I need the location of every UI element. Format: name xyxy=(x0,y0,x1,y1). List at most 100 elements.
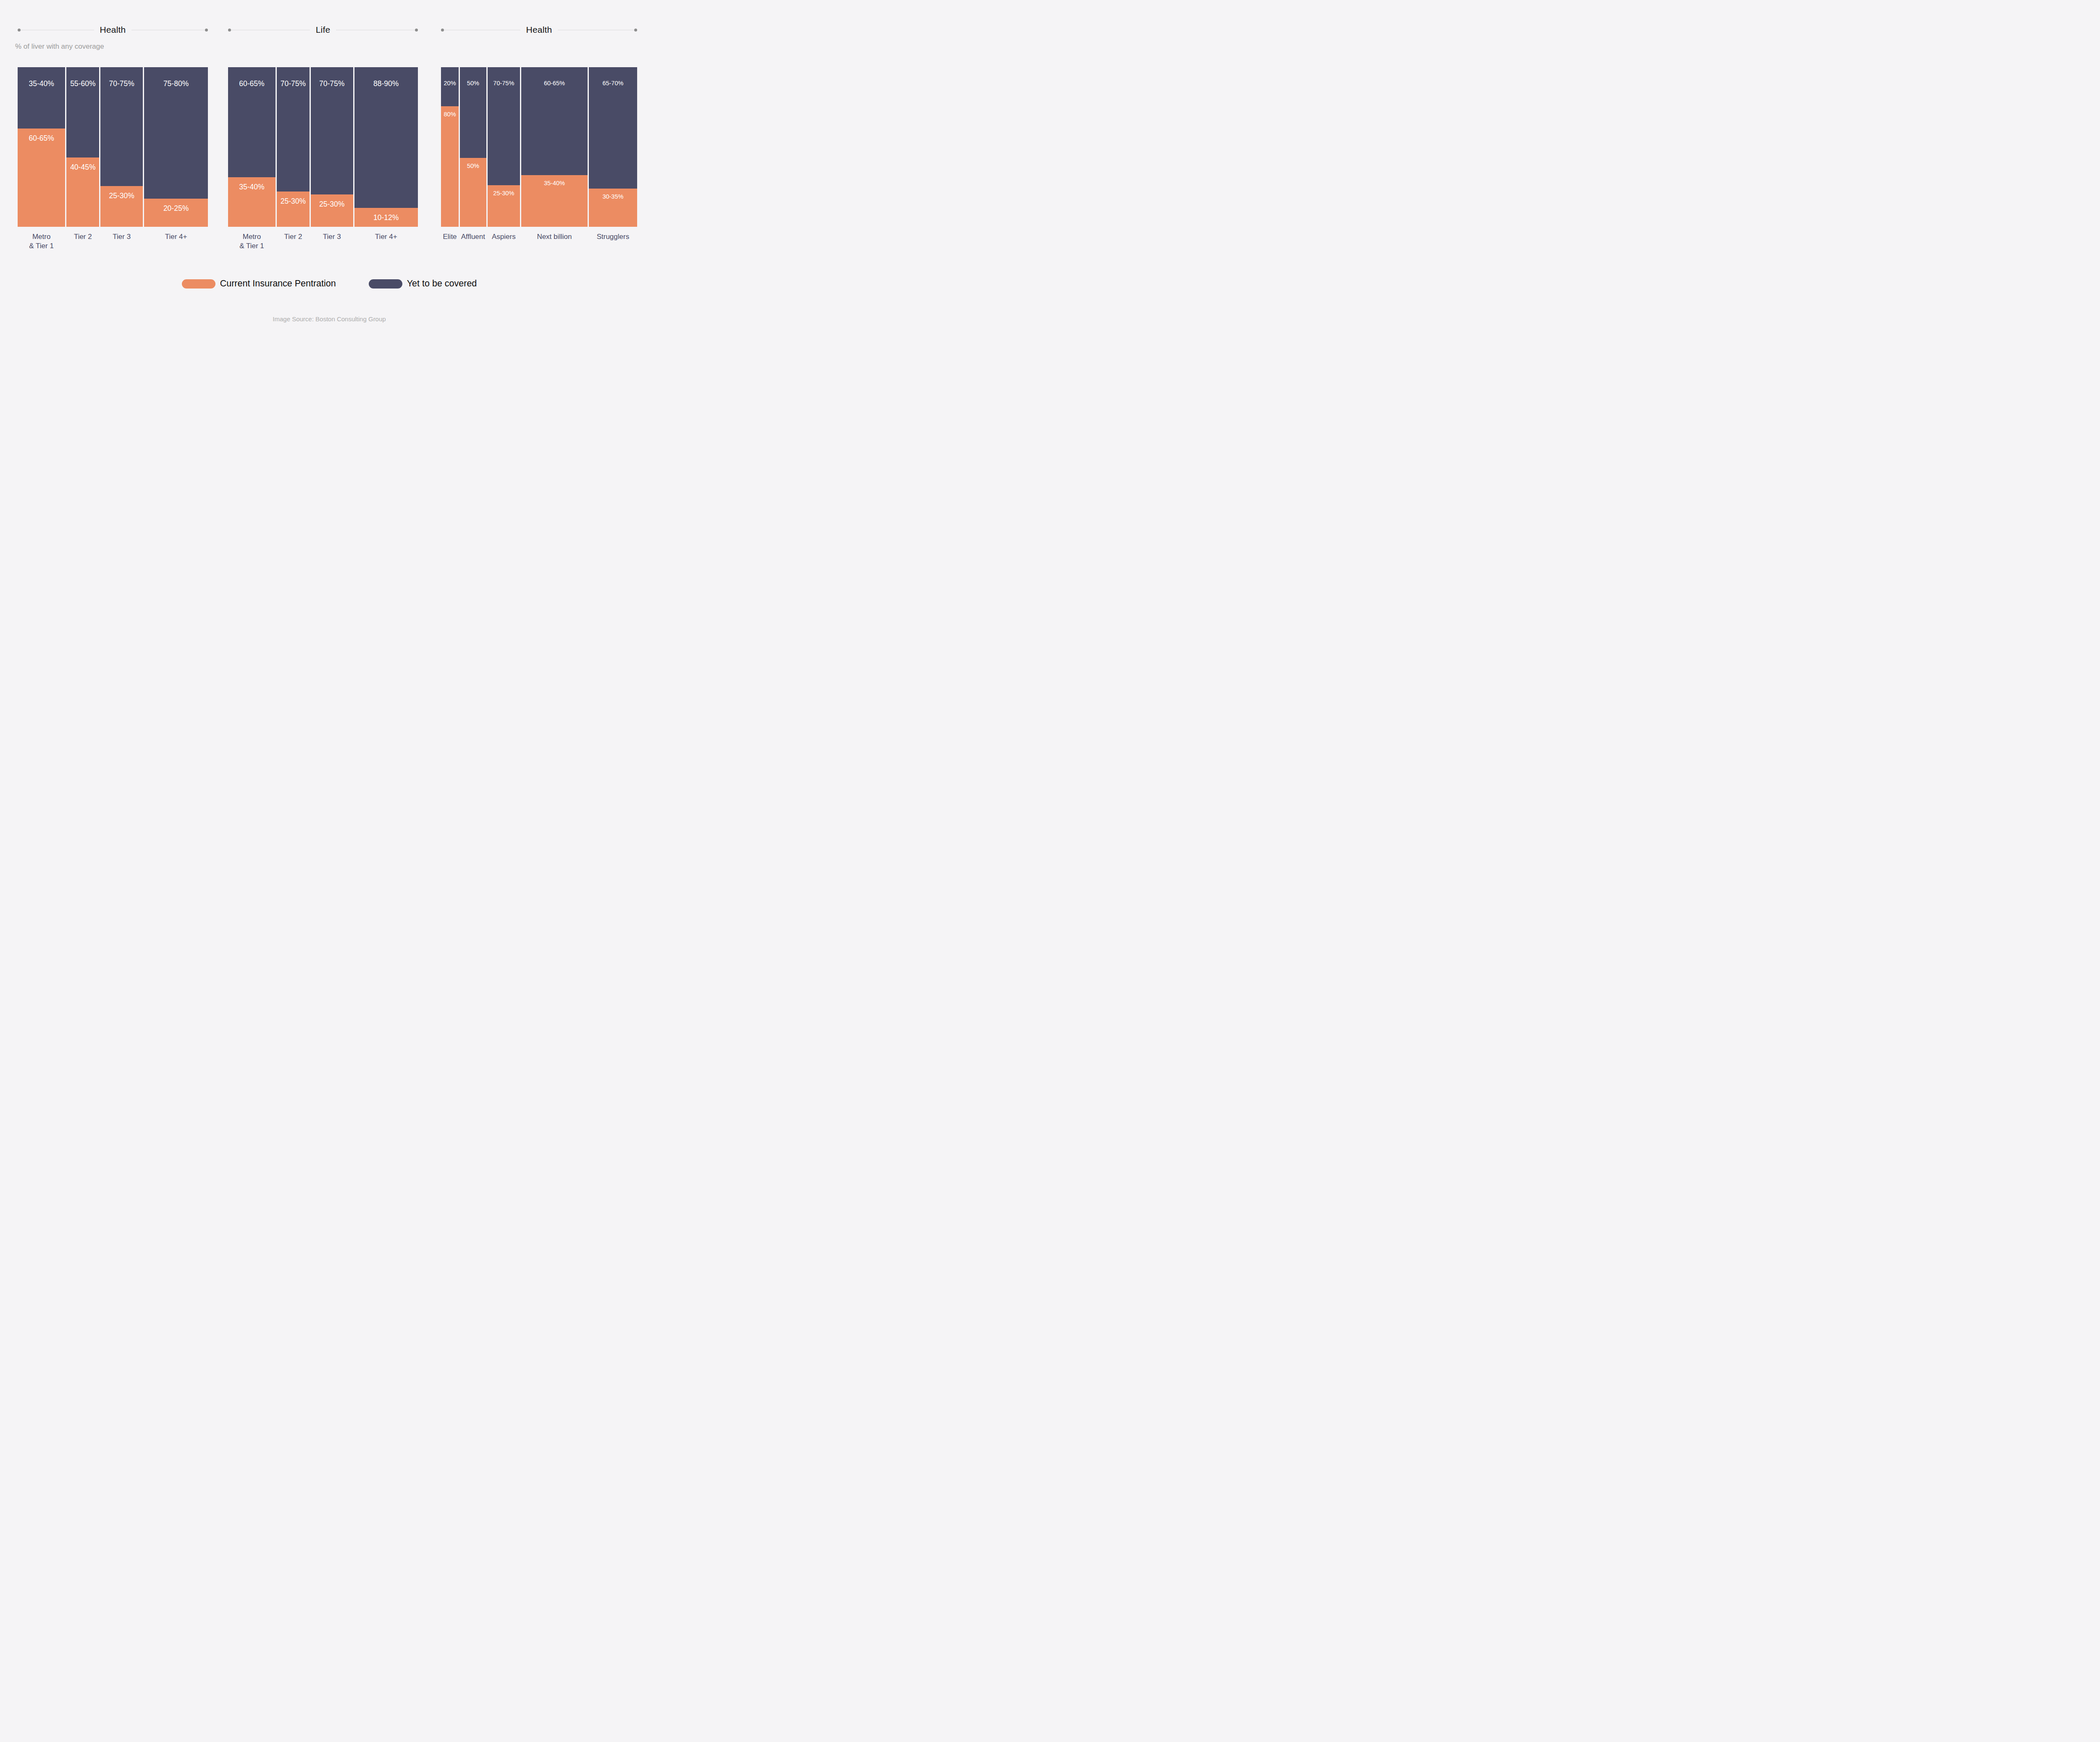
uncovered-segment: 70-75% xyxy=(311,67,353,194)
uncovered-segment: 60-65% xyxy=(521,67,588,175)
legend: Current Insurance Pentration Yet to be c… xyxy=(0,278,659,289)
covered-segment: 80% xyxy=(441,106,459,227)
legend-swatch-covered xyxy=(182,279,215,289)
covered-segment: 25-30% xyxy=(277,192,310,227)
bar-column: 70-75% 25-30% xyxy=(100,67,143,227)
covered-value-label: 50% xyxy=(460,163,486,170)
uncovered-segment: 20% xyxy=(441,67,459,106)
uncovered-segment: 88-90% xyxy=(354,67,418,208)
uncovered-value-label: 70-75% xyxy=(100,79,143,88)
covered-value-label: 25-30% xyxy=(311,200,353,208)
legend-label: Yet to be covered xyxy=(407,278,477,289)
covered-value-label: 35-40% xyxy=(228,183,276,191)
category-label: Metro & Tier 1 xyxy=(18,232,65,251)
covered-value-label: 30-35% xyxy=(589,193,637,200)
covered-value-label: 10-12% xyxy=(354,213,418,222)
bar-column: 60-65% 35-40% xyxy=(521,67,588,227)
legend-item-uncovered: Yet to be covered xyxy=(369,278,477,289)
panel-title-row: Health xyxy=(18,25,208,35)
uncovered-segment: 35-40% xyxy=(18,67,65,129)
panel-health-segments: Health 20%80%50%50%70-75%25-30%60-65%35-… xyxy=(441,25,637,260)
category-label: Tier 3 xyxy=(311,232,353,251)
category-axis: Metro & Tier 1Tier 2Tier 3Tier 4+ xyxy=(18,232,208,251)
panel-title: Life xyxy=(316,25,331,35)
covered-segment: 40-45% xyxy=(66,157,99,227)
bar-column: 88-90% 10-12% xyxy=(354,67,418,227)
uncovered-value-label: 20% xyxy=(441,80,459,87)
uncovered-value-label: 60-65% xyxy=(521,80,588,87)
line-endpoint-dot-icon xyxy=(205,29,208,31)
chart-subtitle: % of liver with any coverage xyxy=(15,42,104,51)
covered-value-label: 35-40% xyxy=(521,180,588,187)
uncovered-value-label: 70-75% xyxy=(488,80,520,87)
covered-segment: 10-12% xyxy=(354,208,418,227)
covered-value-label: 25-30% xyxy=(277,197,310,205)
covered-value-label: 40-45% xyxy=(66,163,99,171)
bar-column: 70-75% 25-30% xyxy=(488,67,520,227)
uncovered-segment: 55-60% xyxy=(66,67,99,157)
covered-segment: 20-25% xyxy=(144,199,208,227)
uncovered-value-label: 70-75% xyxy=(277,79,310,88)
covered-value-label: 25-30% xyxy=(100,192,143,200)
uncovered-value-label: 70-75% xyxy=(311,79,353,88)
bar-column: 60-65% 35-40% xyxy=(228,67,276,227)
covered-value-label: 80% xyxy=(441,111,459,118)
category-axis: Metro & Tier 1Tier 2Tier 3Tier 4+ xyxy=(228,232,418,251)
covered-segment: 30-35% xyxy=(589,189,637,227)
category-axis: EliteAffluentAspiersNext billionStruggle… xyxy=(441,232,637,241)
category-label: Tier 4+ xyxy=(144,232,208,251)
panel-title: Health xyxy=(100,25,126,35)
uncovered-value-label: 75-80% xyxy=(144,79,208,88)
bar-column: 70-75% 25-30% xyxy=(311,67,353,227)
legend-swatch-uncovered xyxy=(369,279,402,289)
category-label: Tier 2 xyxy=(277,232,310,251)
covered-value-label: 60-65% xyxy=(18,134,65,142)
category-label: Strugglers xyxy=(589,232,637,241)
covered-segment: 60-65% xyxy=(18,129,65,227)
covered-segment: 35-40% xyxy=(521,175,588,227)
bars-area: 60-65%35-40%70-75%25-30%70-75%25-30%88-9… xyxy=(228,67,418,227)
bar-column: 55-60% 40-45% xyxy=(66,67,99,227)
covered-segment: 35-40% xyxy=(228,177,276,227)
bar-column: 35-40% 60-65% xyxy=(18,67,65,227)
category-label: Next billion xyxy=(521,232,588,241)
category-label: Metro & Tier 1 xyxy=(228,232,276,251)
covered-segment: 50% xyxy=(460,158,486,227)
uncovered-segment: 60-65% xyxy=(228,67,276,177)
uncovered-value-label: 88-90% xyxy=(354,79,418,88)
covered-value-label: 20-25% xyxy=(144,204,208,213)
category-label: Aspiers xyxy=(488,232,520,241)
covered-segment: 25-30% xyxy=(100,186,143,227)
uncovered-value-label: 35-40% xyxy=(18,79,65,88)
panel-title: Health xyxy=(526,25,552,35)
uncovered-segment: 50% xyxy=(460,67,486,158)
bars-area: 20%80%50%50%70-75%25-30%60-65%35-40%65-7… xyxy=(441,67,637,227)
uncovered-value-label: 50% xyxy=(460,80,486,87)
uncovered-value-label: 60-65% xyxy=(228,79,276,88)
uncovered-segment: 70-75% xyxy=(277,67,310,192)
panel-life-tiers: Life 60-65% 35-40% 70-75% 25-30% 70-75% 25-30… xyxy=(228,25,418,260)
covered-segment: 25-30% xyxy=(488,185,520,227)
uncovered-value-label: 65-70% xyxy=(589,80,637,87)
line-endpoint-dot-icon xyxy=(228,29,231,31)
line-endpoint-dot-icon xyxy=(634,29,637,31)
category-label: Tier 4+ xyxy=(354,232,418,251)
panel-health-tiers: Health % of liver with any coverage 35-4… xyxy=(18,25,208,260)
category-label: Tier 3 xyxy=(100,232,143,251)
bars-area: 35-40%60-65%55-60%40-45%70-75%25-30%75-8… xyxy=(18,67,208,227)
legend-item-covered: Current Insurance Pentration xyxy=(182,278,336,289)
bar-column: 50% 50% xyxy=(460,67,486,227)
line-endpoint-dot-icon xyxy=(415,29,418,31)
category-label: Tier 2 xyxy=(66,232,99,251)
uncovered-segment: 65-70% xyxy=(589,67,637,189)
bar-column: 75-80% 20-25% xyxy=(144,67,208,227)
legend-label: Current Insurance Pentration xyxy=(220,278,336,289)
uncovered-segment: 70-75% xyxy=(488,67,520,185)
bar-column: 65-70% 30-35% xyxy=(589,67,637,227)
panel-title-row: Health xyxy=(441,25,637,35)
bar-column: 70-75% 25-30% xyxy=(277,67,310,227)
category-label: Affluent xyxy=(460,232,486,241)
line-endpoint-dot-icon xyxy=(18,29,21,31)
uncovered-value-label: 55-60% xyxy=(66,79,99,88)
bar-column: 20% 80% xyxy=(441,67,459,227)
